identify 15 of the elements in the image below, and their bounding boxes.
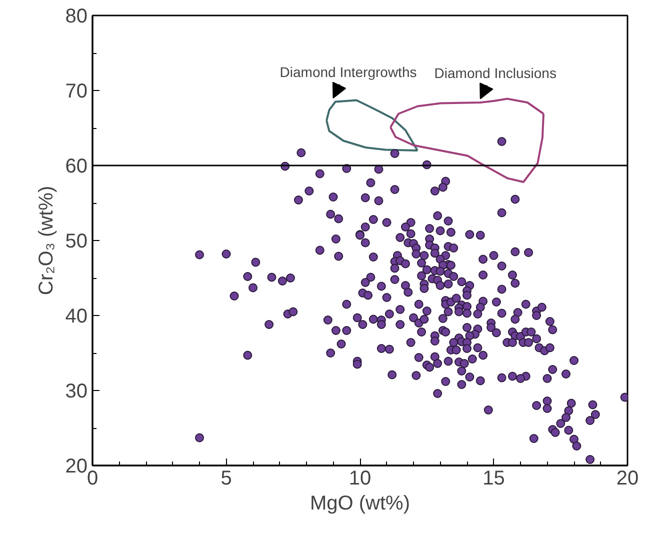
- y-axis-title: Cr₂O₃ (wt%): [35, 186, 58, 296]
- x-axis-title: MgO (wt%): [310, 492, 410, 514]
- y-tick-label: 70: [65, 80, 88, 102]
- y-tick-label: 30: [65, 380, 88, 402]
- x-tick-label: 5: [220, 468, 232, 490]
- x-tick-label: 0: [86, 468, 98, 490]
- y-tick-label: 60: [65, 156, 88, 178]
- y-tick-label: 80: [65, 6, 88, 28]
- x-tick-label: 20: [616, 468, 639, 490]
- y-tick-label: 50: [65, 230, 88, 252]
- y-tick-label: 40: [65, 306, 88, 328]
- x-tick-label: 15: [482, 468, 505, 490]
- annotation: Diamond Inclusions: [434, 64, 556, 81]
- x-tick-label: 10: [348, 468, 372, 490]
- annotation: Diamond Intergrowths: [280, 64, 417, 80]
